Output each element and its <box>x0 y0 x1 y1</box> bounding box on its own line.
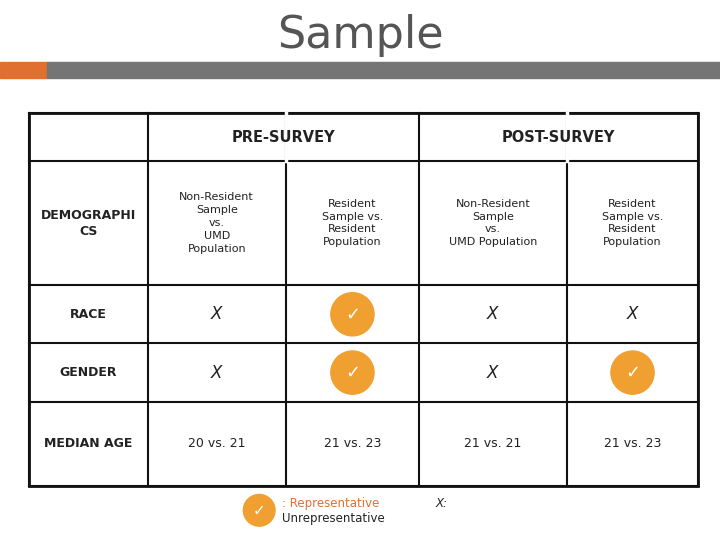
Text: POST-SURVEY: POST-SURVEY <box>502 130 616 145</box>
Ellipse shape <box>331 351 374 394</box>
Ellipse shape <box>331 293 374 336</box>
Text: ✓: ✓ <box>345 305 360 323</box>
Text: Non-Resident
Sample
vs.
UMD
Population: Non-Resident Sample vs. UMD Population <box>179 192 254 254</box>
Text: 21 vs. 21: 21 vs. 21 <box>464 437 521 450</box>
Text: Sample: Sample <box>276 14 444 57</box>
Bar <box>29 113 698 486</box>
Text: X:: X: <box>436 497 448 510</box>
Text: PRE-SURVEY: PRE-SURVEY <box>232 130 335 145</box>
Text: 20 vs. 21: 20 vs. 21 <box>188 437 246 450</box>
Text: Unrepresentative: Unrepresentative <box>282 512 385 525</box>
Text: : Representative: : Representative <box>282 497 379 510</box>
Bar <box>47 62 720 78</box>
Ellipse shape <box>611 351 654 394</box>
Text: 21 vs. 23: 21 vs. 23 <box>604 437 661 450</box>
Text: X: X <box>211 363 222 382</box>
Text: DEMOGRAPHI
CS: DEMOGRAPHI CS <box>40 208 136 238</box>
Bar <box>0 62 47 78</box>
Text: GENDER: GENDER <box>60 366 117 379</box>
Text: 21 vs. 23: 21 vs. 23 <box>324 437 381 450</box>
Ellipse shape <box>243 495 275 526</box>
Text: ✓: ✓ <box>625 363 640 382</box>
Text: Non-Resident
Sample
vs.
UMD Population: Non-Resident Sample vs. UMD Population <box>449 199 537 247</box>
Text: X: X <box>211 305 222 323</box>
Text: ✓: ✓ <box>253 503 266 518</box>
Text: MEDIAN AGE: MEDIAN AGE <box>44 437 132 450</box>
Text: Resident
Sample vs.
Resident
Population: Resident Sample vs. Resident Population <box>602 199 663 247</box>
Text: Resident
Sample vs.
Resident
Population: Resident Sample vs. Resident Population <box>322 199 383 247</box>
Text: X: X <box>627 305 638 323</box>
Text: X: X <box>487 363 498 382</box>
Text: ✓: ✓ <box>345 363 360 382</box>
Text: RACE: RACE <box>70 308 107 321</box>
Text: X: X <box>487 305 498 323</box>
